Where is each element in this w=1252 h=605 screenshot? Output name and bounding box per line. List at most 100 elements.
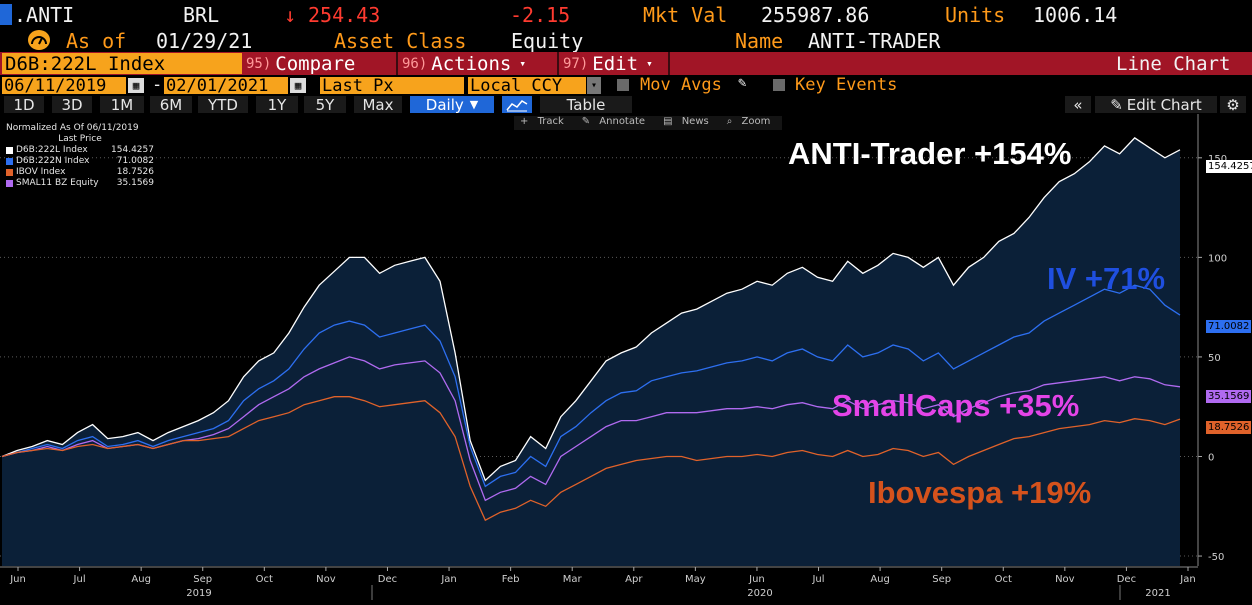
x-tick-label: Dec — [378, 574, 397, 585]
end-date-input[interactable]: 02/01/2021 — [164, 75, 288, 96]
x-tick-label: Jun — [9, 574, 26, 585]
divider — [668, 52, 670, 75]
calendar-icon[interactable]: ▦ — [290, 78, 306, 93]
security-name: ANTI-TRADER — [808, 28, 941, 53]
end-date-text: 02/01/2021 — [166, 75, 269, 96]
annotation-smallcaps: SmallCaps +35% — [832, 388, 1080, 423]
x-tick-label: Jul — [73, 574, 86, 585]
y-tick-label: 50 — [1208, 353, 1221, 364]
period-ytd-button[interactable]: YTD — [198, 95, 248, 114]
edit-button[interactable]: 97) Edit ▾ — [563, 52, 653, 75]
annotation-iv: IV +71% — [1047, 261, 1166, 296]
pencil-icon[interactable]: ✎ — [738, 75, 747, 91]
legend-value: 71.0082 — [116, 156, 154, 166]
x-tick-label: Jan — [1179, 574, 1195, 585]
last-price-tag-iv: 71.0082 — [1206, 320, 1252, 333]
chevron-down-icon: ▾ — [519, 57, 526, 70]
year-label: 2019 — [186, 588, 211, 599]
x-tick-label: Nov — [1055, 574, 1075, 585]
start-date-input[interactable]: 06/11/2019 — [2, 76, 126, 96]
security-input[interactable]: D6B:222L Index — [2, 52, 242, 75]
x-tick-label: Apr — [625, 574, 643, 585]
period-label: 1Y — [267, 95, 287, 114]
name-label: Name — [735, 28, 784, 53]
security-color-marker — [0, 4, 12, 25]
key-events-checkbox[interactable] — [773, 79, 785, 91]
news-tool[interactable]: ▤ News — [657, 116, 721, 130]
y-tick-label: 0 — [1208, 452, 1214, 463]
last-price-tag-smallcaps: 35.1569 — [1206, 390, 1252, 403]
period-5y-button[interactable]: 5Y — [304, 95, 346, 114]
x-tick-label: Oct — [256, 574, 273, 585]
period-6m-button[interactable]: 6M — [150, 95, 192, 114]
line-chart-icon[interactable] — [502, 96, 532, 113]
collapse-icon[interactable]: « — [1065, 96, 1091, 114]
calendar-icon[interactable]: ▦ — [128, 78, 144, 93]
currency-select[interactable]: Local CCY — [468, 76, 586, 96]
chart-tools-bar: + Track ✎ Annotate ▤ News ⌕ Zoom — [514, 116, 783, 130]
track-tool[interactable]: + Track — [514, 116, 576, 130]
x-tick-label: Mar — [563, 574, 583, 585]
key-events-label[interactable]: Key Events — [795, 75, 898, 95]
field-select[interactable]: Last Px — [320, 76, 464, 96]
chevron-down-icon[interactable]: ▾ — [587, 77, 601, 94]
period-label: YTD — [208, 95, 238, 114]
chevron-down-icon: ▾ — [646, 57, 653, 70]
legend-item[interactable]: D6B:222L Index 154.4257 — [6, 145, 154, 156]
series-line — [1, 396, 1181, 522]
legend-swatch — [6, 180, 13, 187]
ticker: .ANTI — [14, 2, 75, 27]
legend-item[interactable]: D6B:222N Index 71.0082 — [6, 156, 154, 167]
divider — [557, 52, 559, 75]
actions-label: Actions — [431, 52, 512, 75]
actions-button[interactable]: 96) Actions ▾ — [402, 52, 526, 75]
y-tick-label: 100 — [1208, 253, 1227, 264]
period-label: 3D — [61, 95, 83, 114]
compare-num: 95) — [246, 55, 272, 72]
legend-swatch — [6, 147, 13, 154]
price-change: -2.15 — [510, 2, 571, 27]
x-tick-label: May — [685, 574, 706, 585]
period-1m-button[interactable]: 1M — [100, 96, 144, 114]
chart-type-label[interactable]: Line Chart — [1116, 53, 1231, 75]
period-1d-button[interactable]: 1D — [4, 96, 44, 114]
table-button[interactable]: Table — [540, 96, 632, 114]
mov-avgs-checkbox[interactable] — [617, 79, 629, 91]
asset-class: Equity — [511, 28, 584, 53]
mov-avgs-label[interactable]: Mov Avgs — [640, 75, 722, 95]
series-line — [1, 137, 1181, 482]
header-row-1: .ANTI BRL ↓ 254.43 -2.15 Mkt Val 255987.… — [0, 0, 1252, 29]
period-label: 5Y — [315, 95, 335, 114]
units-label: Units — [945, 2, 1006, 27]
edit-chart-button[interactable]: ✎ Edit Chart — [1095, 95, 1217, 114]
frequency-select[interactable]: Daily ▼ — [410, 96, 494, 114]
legend-item[interactable]: SMAL11 BZ Equity 35.1569 — [6, 178, 154, 189]
x-tick-label: Dec — [1117, 574, 1136, 585]
pencil-icon: ✎ — [1110, 95, 1123, 114]
period-label: Max — [362, 95, 394, 114]
series-area — [2, 137, 1180, 566]
annotate-tool[interactable]: ✎ Annotate — [576, 116, 657, 130]
period-max-button[interactable]: Max — [354, 95, 402, 114]
compare-button[interactable]: 95) Compare — [246, 52, 356, 75]
gear-icon[interactable]: ⚙ — [1220, 96, 1246, 114]
speedometer-icon[interactable] — [28, 30, 50, 50]
legend-title: Normalized As Of 06/11/2019 — [6, 123, 139, 133]
legend-value: 18.7526 — [116, 167, 154, 177]
series-line — [1, 284, 1181, 488]
legend-subtitle: Last Price — [58, 134, 102, 144]
line-chart[interactable]: 150 100 50 0 -50 Jun Jul Aug Sep Oct Nov Dec Jan Feb M… — [0, 114, 1252, 605]
legend-item[interactable]: IBOV Index 18.7526 — [6, 167, 154, 178]
security-input-text: D6B:222L Index — [5, 52, 166, 75]
y-tick-label: 150 — [1208, 154, 1227, 165]
series-line — [1, 356, 1181, 502]
annotation-anti-trader: ANTI-Trader +154% — [788, 136, 1072, 171]
period-1y-button[interactable]: 1Y — [256, 95, 298, 114]
track-label: Track — [537, 116, 564, 127]
x-tick-label: Jul — [811, 574, 824, 585]
period-label: 6M — [159, 95, 183, 114]
period-3d-button[interactable]: 3D — [52, 95, 92, 114]
zoom-tool[interactable]: ⌕ Zoom — [721, 116, 783, 130]
units: 1006.14 — [1033, 2, 1118, 27]
y-tick-label: -50 — [1208, 552, 1224, 563]
